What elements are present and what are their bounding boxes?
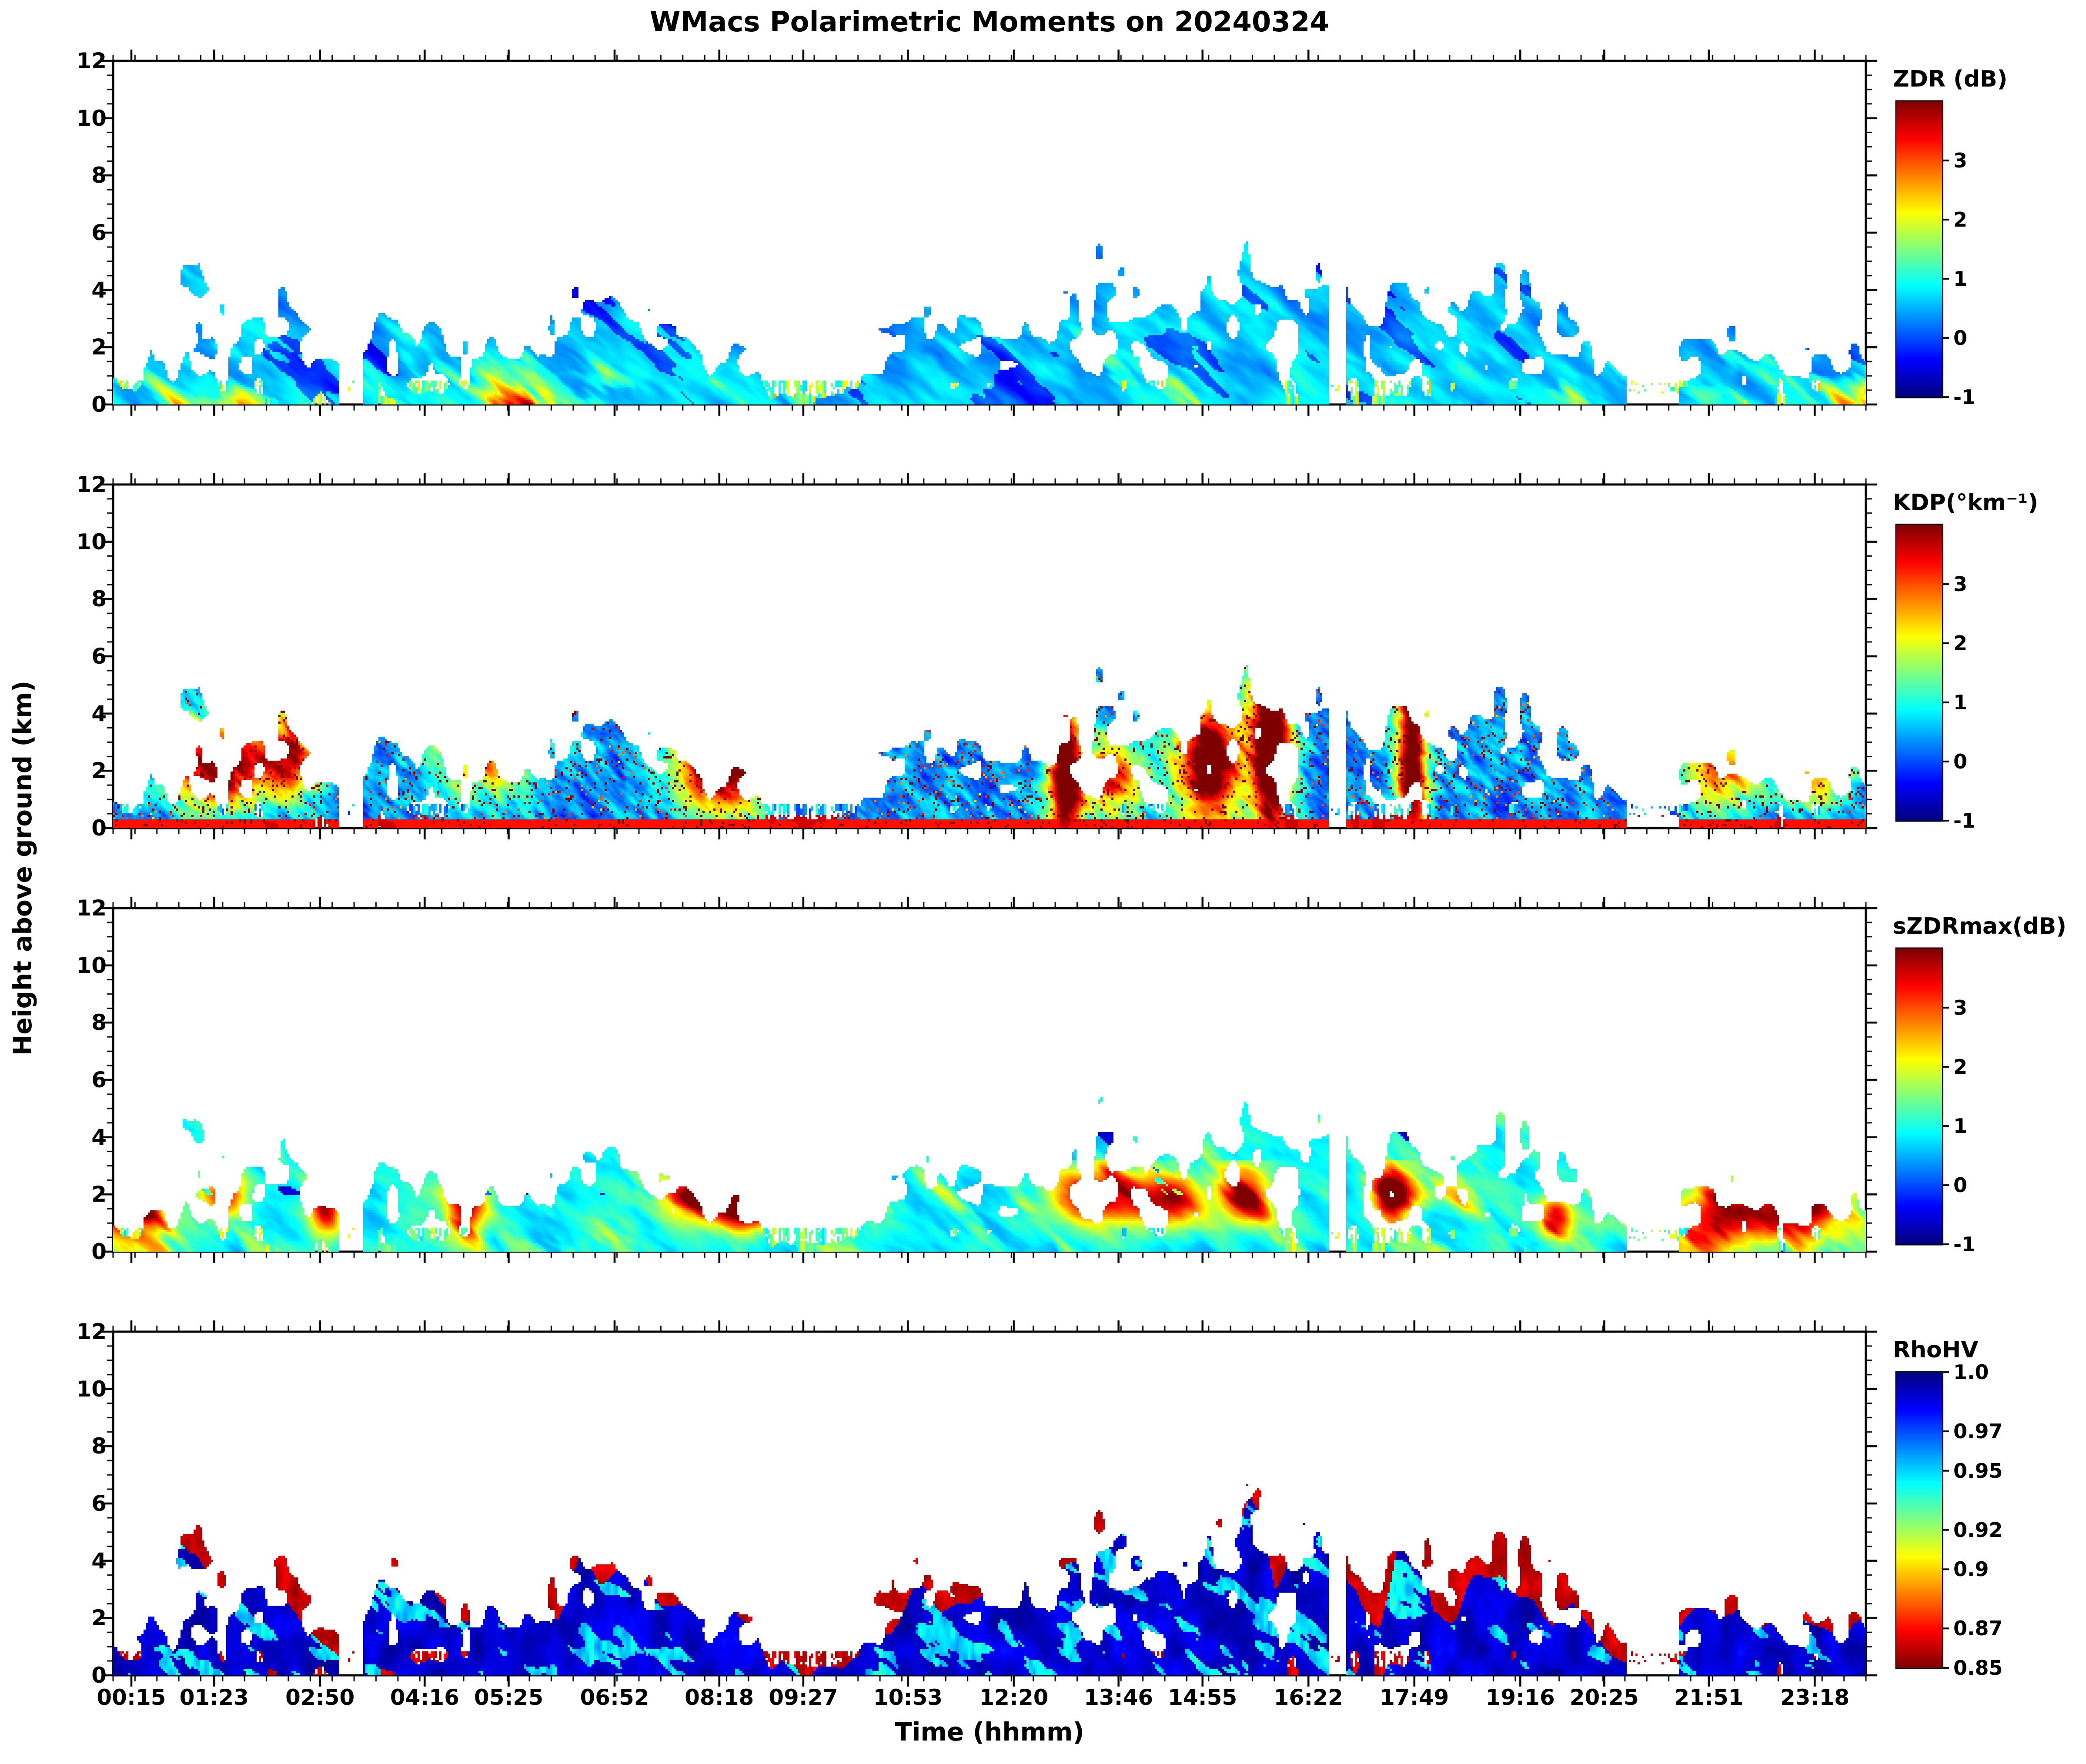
y-tick-label: 8: [91, 586, 107, 612]
x-tick-label: 19:16: [1485, 1685, 1555, 1710]
x-tick-label: 16:22: [1274, 1685, 1343, 1710]
x-tick-label: 01:23: [179, 1685, 249, 1710]
zdr-colorbar-title: ZDR (dB): [1893, 66, 2008, 92]
colorbar-tick-label: 2: [1953, 631, 1968, 655]
colorbar-tick-label: -1: [1953, 385, 1976, 409]
colorbar-tick-label: 0: [1953, 750, 1968, 773]
colorbar-tick-label: 1.0: [1953, 1360, 1989, 1384]
kdp-colorbar: [1896, 525, 1942, 821]
kdp-colorbar-title: KDP(°km⁻¹): [1893, 490, 2039, 516]
x-tick-label: 09:27: [769, 1685, 838, 1710]
y-tick-label: 2: [91, 1605, 107, 1631]
y-tick-label: 12: [76, 895, 107, 921]
y-tick-label: 12: [76, 1319, 107, 1344]
colorbar-tick-label: 3: [1953, 996, 1968, 1019]
y-tick-label: 4: [91, 1124, 107, 1150]
colorbar-tick-label: 0: [1953, 326, 1968, 350]
x-tick-label: 10:53: [873, 1685, 943, 1710]
y-tick-label: 8: [91, 163, 107, 188]
colorbar-tick-label: 0.95: [1953, 1459, 2003, 1483]
colorbar-tick-label: 0.9: [1953, 1557, 1989, 1581]
x-tick-label: 05:25: [474, 1685, 544, 1710]
x-tick-label: 02:50: [285, 1685, 355, 1710]
colorbar-tick-label: -1: [1953, 809, 1976, 832]
colorbar-tick-label: 1: [1953, 267, 1968, 291]
y-tick-label: 10: [76, 1376, 107, 1402]
szdrmax-colorbar-title: sZDRmax(dB): [1893, 913, 2067, 939]
colorbar-tick-label: 2: [1953, 1055, 1968, 1079]
x-tick-label: 21:51: [1674, 1685, 1744, 1710]
colorbar-tick-label: 2: [1953, 208, 1968, 231]
colorbar-tick-label: 0.97: [1953, 1420, 2003, 1443]
x-tick-label: 06:52: [580, 1685, 649, 1710]
x-tick-label: 14:55: [1168, 1685, 1237, 1710]
colorbar-tick-label: 0.92: [1953, 1518, 2003, 1542]
y-tick-label: 10: [76, 529, 107, 555]
rhohv-colorbar: [1896, 1372, 1942, 1668]
colorbar-tick-label: 0: [1953, 1173, 1968, 1197]
colorbar-tick-label: 3: [1953, 149, 1968, 172]
y-tick-label: 4: [91, 277, 107, 303]
x-tick-label: 20:25: [1569, 1685, 1639, 1710]
y-tick-label: 10: [76, 105, 107, 131]
szdrmax-heatmap: [113, 908, 1866, 1252]
x-tick-label: 00:15: [97, 1685, 166, 1710]
y-tick-label: 4: [91, 1548, 107, 1574]
y-tick-label: 0: [91, 392, 107, 417]
y-tick-label: 8: [91, 1433, 107, 1459]
rhohv-heatmap: [113, 1332, 1866, 1675]
rhohv-colorbar-title: RhoHV: [1893, 1337, 1979, 1363]
x-tick-label: 13:46: [1084, 1685, 1153, 1710]
y-tick-label: 12: [76, 472, 107, 497]
colorbar-tick-label: -1: [1953, 1233, 1976, 1256]
colorbar-tick-label: 0.87: [1953, 1617, 2003, 1640]
y-tick-label: 0: [91, 1663, 107, 1688]
y-tick-label: 0: [91, 815, 107, 841]
y-tick-label: 2: [91, 1182, 107, 1207]
y-tick-label: 2: [91, 334, 107, 360]
y-tick-label: 6: [91, 1067, 107, 1092]
colorbar-tick-label: 1: [1953, 1114, 1968, 1138]
kdp-heatmap: [113, 484, 1866, 828]
y-tick-label: 0: [91, 1239, 107, 1264]
x-axis-label: Time (hhmm): [895, 1717, 1084, 1747]
szdrmax-colorbar: [1896, 949, 1942, 1244]
y-tick-label: 6: [91, 644, 107, 669]
colorbar-tick-label: 0.85: [1953, 1656, 2003, 1680]
x-tick-label: 12:20: [979, 1685, 1049, 1710]
y-tick-label: 2: [91, 758, 107, 784]
colorbar-tick-label: 3: [1953, 572, 1968, 596]
x-tick-label: 23:18: [1780, 1685, 1850, 1710]
zdr-heatmap: [113, 61, 1866, 404]
y-tick-label: 6: [91, 220, 107, 245]
x-tick-label: 04:16: [390, 1685, 460, 1710]
x-tick-label: 17:49: [1380, 1685, 1449, 1710]
y-tick-label: 10: [76, 952, 107, 978]
y-tick-label: 8: [91, 1010, 107, 1036]
y-tick-label: 12: [76, 48, 107, 74]
zdr-colorbar: [1896, 101, 1942, 397]
y-tick-label: 6: [91, 1491, 107, 1516]
y-tick-label: 4: [91, 701, 107, 726]
x-tick-label: 08:18: [685, 1685, 754, 1710]
colorbar-tick-label: 1: [1953, 691, 1968, 714]
